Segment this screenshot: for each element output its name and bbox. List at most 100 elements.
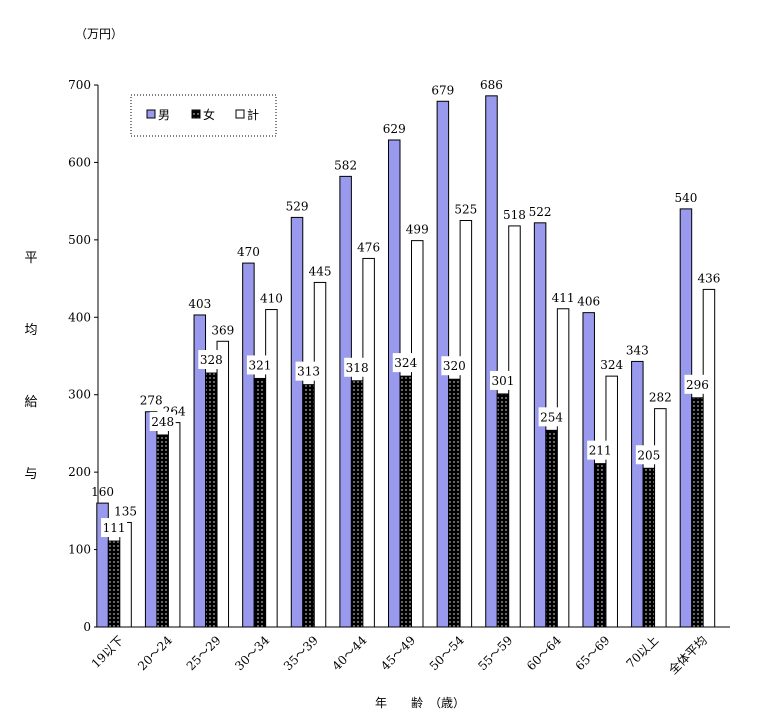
y-tick-label: 700 bbox=[68, 78, 91, 92]
x-tick-label: 45～49 bbox=[378, 633, 418, 673]
legend: 男女計 bbox=[130, 94, 277, 137]
data-label-男: 406 bbox=[577, 295, 600, 309]
bar-女 bbox=[156, 434, 169, 628]
data-label-計: 445 bbox=[309, 264, 332, 278]
bar-男 bbox=[679, 208, 693, 628]
data-label-女: 211 bbox=[589, 444, 612, 458]
data-label-女: 296 bbox=[686, 378, 709, 392]
data-label-男: 529 bbox=[286, 199, 309, 213]
data-labels: 1601351112782642484033693284704103215294… bbox=[91, 78, 720, 538]
data-label-box bbox=[587, 440, 614, 460]
data-label-男: 403 bbox=[188, 297, 211, 311]
x-tick-label: 25～29 bbox=[184, 633, 224, 673]
x-tick-label: 50～54 bbox=[427, 633, 467, 673]
x-tick-label: 55～59 bbox=[475, 633, 515, 673]
data-label-男: 686 bbox=[480, 78, 503, 92]
legend-label-計: 計 bbox=[247, 107, 259, 122]
bar-計 bbox=[167, 422, 181, 628]
data-label-女: 254 bbox=[540, 410, 563, 424]
y-tick-label: 400 bbox=[68, 310, 91, 324]
data-label-計: 499 bbox=[406, 223, 429, 237]
bar-男 bbox=[485, 95, 498, 628]
x-tick-label: 60～64 bbox=[524, 633, 564, 673]
bar-計 bbox=[313, 281, 327, 628]
data-label-女: 318 bbox=[346, 361, 369, 375]
x-tick-label: 20～24 bbox=[135, 633, 175, 673]
bar-男 bbox=[339, 175, 352, 628]
data-label-男: 629 bbox=[383, 122, 406, 136]
x-tick-label: 40～44 bbox=[330, 633, 370, 673]
data-label-女: 328 bbox=[200, 353, 223, 367]
bar-女 bbox=[302, 384, 315, 628]
y-axis: 0 100 200 300 400 500 600 700 bbox=[68, 78, 99, 634]
y-tick-label: 100 bbox=[68, 543, 91, 557]
x-tick-label: 全体平均 bbox=[665, 633, 710, 678]
bar-女 bbox=[448, 378, 461, 628]
y-tick-label: 200 bbox=[68, 465, 91, 479]
bar-計 bbox=[119, 521, 132, 628]
data-label-box bbox=[246, 355, 273, 375]
data-label-計: 369 bbox=[211, 323, 234, 337]
x-tick-label: 35～39 bbox=[281, 633, 321, 673]
data-label-男: 160 bbox=[91, 485, 114, 499]
data-label-女: 111 bbox=[103, 521, 126, 535]
data-label-男: 522 bbox=[529, 205, 552, 219]
legend-swatch-女 bbox=[191, 109, 201, 119]
bar-男 bbox=[388, 139, 401, 628]
data-label-女: 205 bbox=[637, 448, 660, 462]
data-label-box bbox=[198, 350, 225, 370]
y-axis-label-char: 平 bbox=[24, 251, 37, 266]
x-tick-label: 65～69 bbox=[573, 633, 613, 673]
bar-計 bbox=[702, 288, 716, 628]
bar-計 bbox=[654, 408, 667, 628]
data-label-男: 343 bbox=[626, 343, 649, 357]
bar-計 bbox=[411, 240, 424, 628]
y-tick-label: 500 bbox=[68, 233, 91, 247]
data-label-女: 313 bbox=[297, 365, 320, 379]
bar-女 bbox=[399, 375, 412, 628]
y-axis-label-char: 均 bbox=[24, 323, 37, 338]
data-label-box bbox=[489, 370, 516, 390]
legend-label-女: 女 bbox=[203, 107, 215, 122]
bar-男 bbox=[290, 216, 304, 628]
data-label-男: 278 bbox=[140, 394, 163, 408]
bar-女 bbox=[593, 463, 607, 628]
data-label-box bbox=[344, 357, 371, 377]
x-axis: 19以下 20～24 25～29 30～34 35～39 40～44 45～49 50～54 5… bbox=[89, 626, 730, 678]
data-label-計: 525 bbox=[454, 203, 477, 217]
data-label-計: 410 bbox=[260, 292, 283, 306]
bars: 1601351112782642484033693284704103215294… bbox=[91, 78, 720, 628]
bar-女 bbox=[107, 540, 121, 628]
data-label-女: 301 bbox=[492, 374, 515, 388]
data-label-box bbox=[441, 356, 468, 376]
bar-女 bbox=[691, 397, 704, 628]
bar-女 bbox=[496, 393, 510, 628]
data-label-計: 282 bbox=[649, 391, 672, 405]
data-label-box bbox=[392, 353, 419, 373]
data-label-計: 324 bbox=[600, 358, 623, 372]
data-label-box bbox=[295, 361, 322, 381]
bar-女 bbox=[545, 429, 558, 628]
legend-swatch-男 bbox=[146, 109, 156, 119]
data-label-box bbox=[149, 411, 176, 431]
data-label-box bbox=[635, 445, 662, 465]
x-axis-label: 年 齢 （歳） bbox=[375, 695, 465, 710]
data-label-男: 679 bbox=[431, 83, 454, 97]
x-tick-label: 30～34 bbox=[232, 633, 272, 673]
bar-男 bbox=[242, 262, 255, 628]
data-label-男: 540 bbox=[674, 191, 697, 205]
data-label-計: 135 bbox=[114, 504, 137, 518]
bar-女 bbox=[350, 380, 364, 628]
y-tick-label: 300 bbox=[68, 388, 91, 402]
bar-計 bbox=[362, 257, 375, 628]
data-label-計: 518 bbox=[503, 208, 526, 222]
data-label-box bbox=[684, 374, 711, 394]
bar-計 bbox=[459, 220, 473, 628]
y-tick-label: 600 bbox=[68, 155, 91, 169]
bar-女 bbox=[253, 377, 267, 628]
bar-男 bbox=[631, 360, 644, 628]
unit-label: （万円） bbox=[75, 27, 123, 41]
data-label-計: 411 bbox=[552, 291, 575, 305]
